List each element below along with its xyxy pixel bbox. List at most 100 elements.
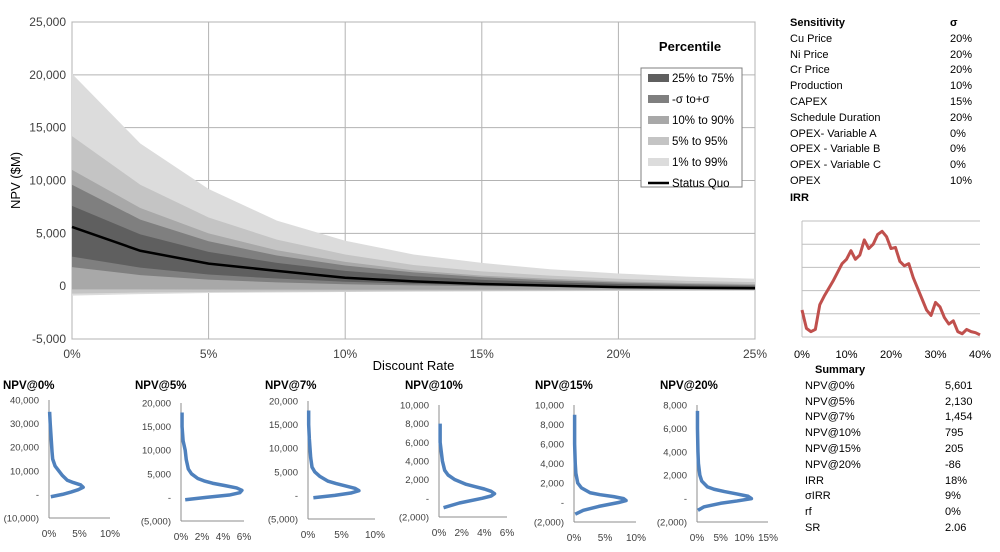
x-tick-label: 5% [200,347,218,361]
legend-swatch [648,74,669,82]
npv-fan-chart: -5,000 0 5,000 10,000 15,000 20,000 25,000 0% 5%… [8,15,767,373]
sensitivity-value: 15% [950,95,973,108]
sensitivity-row: OPEX - Variable C 0% [790,158,990,174]
legend: Percentile 25% to 75% -σ to+σ 10% to 90% 5% … [640,39,743,190]
histogram-x-tick: 0% [42,529,57,540]
status-quo-line [71,225,756,290]
summary-label: rf [805,506,812,519]
histogram-line [695,410,754,512]
histogram-x-tick: 0% [301,530,316,541]
histogram-y-tick: 4,000 [663,447,687,458]
y-tick-label: 25,000 [29,15,66,29]
histogram-y-tick: 15,000 [142,422,171,433]
histogram-y-tick: - [684,494,687,505]
histogram-x-tick: 5% [72,529,87,540]
histogram-x-tick: 0% [567,533,582,544]
sensitivity-value: 10% [950,80,973,93]
legend-label: 25% to 75% [672,73,734,85]
histogram-y-tick: 2,000 [540,479,564,490]
irr-x-tick: 30% [924,349,946,361]
y-tick-label: 5,000 [36,226,66,240]
summary-row: IRR 18% [785,474,985,490]
legend-label: -σ to+σ [672,94,710,106]
irr-x-tick: 10% [835,349,857,361]
histogram-y-tick: - [561,498,564,509]
y-tick-label: -5,000 [32,332,66,346]
sensitivity-row: CAPEX 15% [790,95,990,111]
summary-value: 1,454 [945,411,973,424]
histogram-y-tick: 15,000 [269,420,298,431]
y-tick-label: 15,000 [29,121,66,135]
histogram-y-tick: - [295,491,298,502]
sensitivity-row: OPEX - Variable B 0% [790,142,990,158]
sensitivity-value: 0% [950,127,966,140]
histogram-y-tick: 30,000 [10,419,39,430]
histogram-line [47,411,85,499]
histogram-y-tick: 10,000 [269,444,298,455]
sensitivity-label: OPEX [790,174,821,187]
sensitivity-label: Production [790,80,843,93]
legend-swatch [648,137,669,145]
summary-label: NPV@7% [805,411,855,424]
x-tick-label: 20% [606,347,630,361]
sensitivity-label: Ni Price [790,48,829,61]
legend-title: Percentile [659,39,721,54]
histogram-x-tick: 6% [237,532,252,543]
summary-label: NPV@0% [805,379,855,392]
histogram-x-tick: 0% [174,532,189,543]
histogram-6: NPV@20% (2,000) - 2,000 4,000 6,000 8,000 0% 5% 1… [657,380,778,544]
histogram-y-tick: 20,000 [269,397,298,408]
histogram-title: NPV@20% [660,380,718,392]
sensitivity-row: Schedule Duration 20% [790,111,990,127]
irr-line [800,229,981,337]
legend-box [640,67,743,188]
sensitivity-value: 20% [950,111,973,124]
histogram-x-tick: 10% [626,533,646,544]
sensitivity-label: Cu Price [790,32,833,45]
sensitivity-value: 10% [950,174,973,187]
histogram-y-tick: 5,000 [274,467,298,478]
histogram-x-tick: 4% [216,532,231,543]
histogram-y-tick: 6,000 [405,438,429,449]
histogram-title: NPV@0% [3,380,54,392]
irr-x-tick: 40% [969,349,991,361]
histogram-title: NPV@5% [135,380,186,392]
sensitivity-value: 20% [950,32,973,45]
summary-row: σIRR 9% [785,489,985,505]
histogram-x-tick: 10% [365,530,385,541]
histogram-y-tick: 8,000 [663,401,687,412]
histogram-y-tick: 5,000 [147,469,171,480]
histogram-y-tick: 40,000 [10,396,39,407]
histogram-title: NPV@10% [405,380,463,392]
histogram-4: NPV@10% (2,000) - 2,000 4,000 6,000 8,000 10,00… [399,380,514,539]
y-tick-label: 10,000 [29,174,66,188]
histogram-y-tick: 4,000 [540,459,564,470]
histogram-y-tick: 10,000 [10,466,39,477]
histogram-x-tick: 15% [758,533,778,544]
histogram-y-tick: - [36,490,39,501]
summary-value: 2,130 [945,395,973,408]
histogram-y-tick: 10,000 [142,446,171,457]
sensitivity-value: 20% [950,64,973,77]
histogram-y-tick: 8,000 [540,420,564,431]
histogram-y-tick: 2,000 [405,475,429,486]
summary-row: NPV@15% 205 [785,442,985,458]
histogram-5: NPV@15% (2,000) - 2,000 4,000 6,000 8,000 10,00… [534,380,646,544]
histogram-1: NPV@0% (10,000) - 10,000 20,000 30,000 40,000 0… [3,380,120,540]
x-tick-label: 15% [470,347,494,361]
sensitivity-label: OPEX - Variable B [790,143,881,156]
summary-value: 18% [945,474,968,487]
legend-label: 10% to 90% [672,115,734,127]
histogram-x-tick: 0% [432,528,447,539]
sensitivity-label: OPEX- Variable A [790,127,877,140]
legend-swatch [648,158,669,166]
histogram-y-tick: 6,000 [663,424,687,435]
sensitivity-row: OPEX- Variable A 0% [790,127,990,143]
histogram-title: NPV@15% [535,380,593,392]
sensitivity-row: OPEX 10% [790,174,990,190]
histogram-y-tick: (2,000) [534,518,564,529]
summary-label: NPV@20% [805,458,861,471]
histogram-y-tick: 2,000 [663,471,687,482]
npv-histograms: NPV@0% (10,000) - 10,000 20,000 30,000 40,000 0… [3,380,778,544]
sensitivity-value: 0% [950,143,966,156]
